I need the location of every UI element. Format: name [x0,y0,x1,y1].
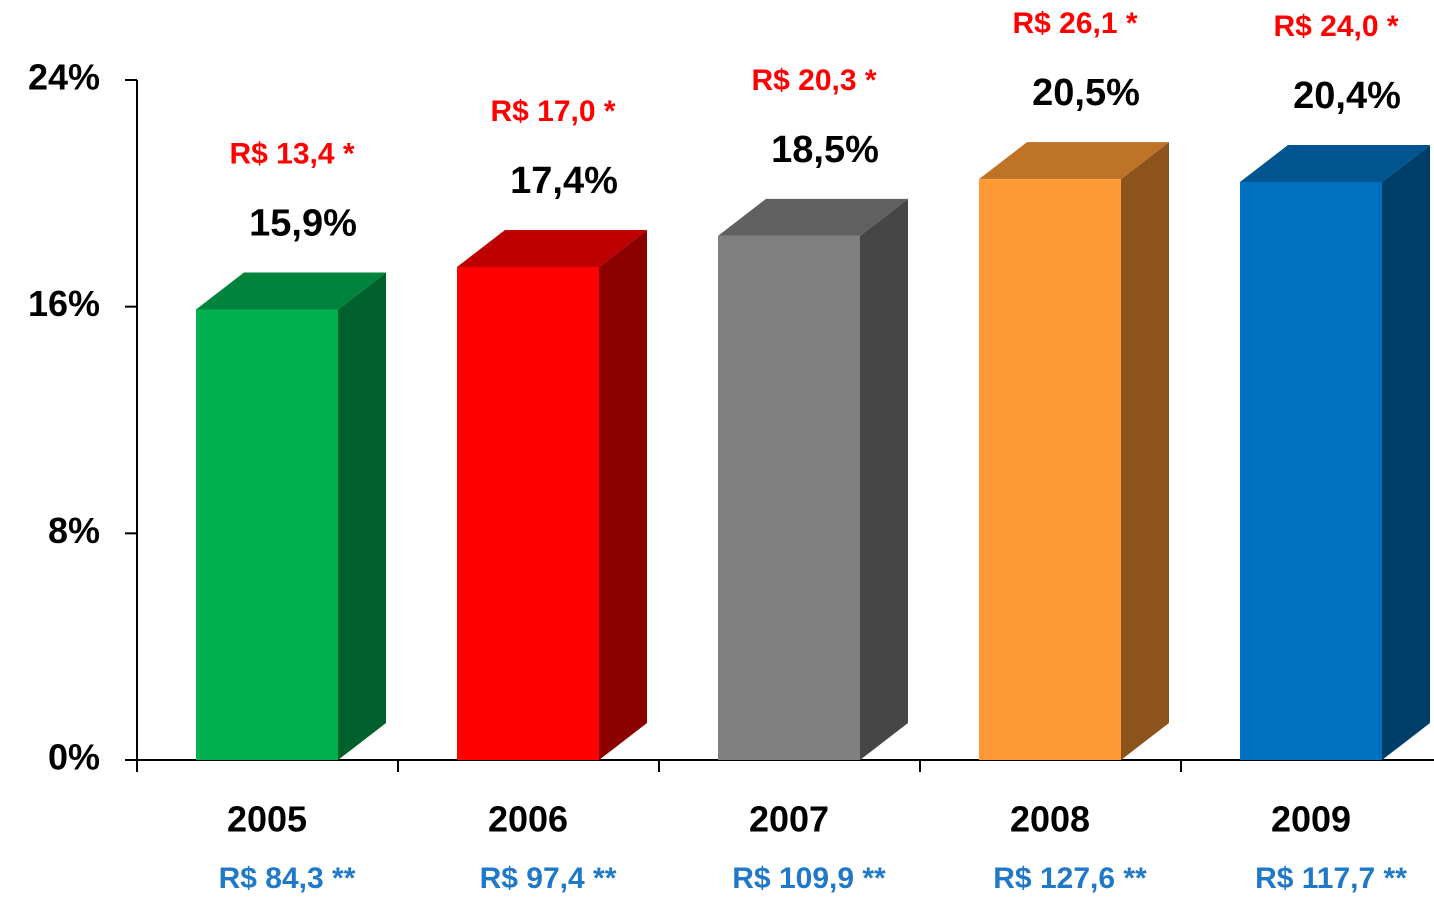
x-tick-label: 2005 [227,799,307,840]
bar-side [599,230,647,760]
top-label: R$ 20,3 * [751,64,876,97]
bar-top [1240,145,1430,182]
bar-top [457,230,647,267]
top-label: R$ 17,0 * [490,95,615,128]
y-tick-label: 24% [28,57,100,98]
value-label: 17,4% [510,160,618,202]
bar [457,267,599,760]
bar [718,235,860,761]
bottom-label: R$ 127,6 ** [993,862,1147,895]
value-label: 20,4% [1293,75,1401,117]
bar-top [196,272,386,310]
bottom-label: R$ 84,3 ** [219,862,356,895]
bottom-label: R$ 117,7 ** [1255,862,1407,895]
y-tick-label: 16% [28,283,100,324]
y-tick-label: 8% [48,510,100,551]
x-tick-label: 2006 [488,799,568,840]
bar [1240,182,1382,760]
value-label: 20,5% [1032,72,1140,114]
bar [196,309,338,760]
bar-side [860,198,908,761]
value-label: 18,5% [771,129,879,171]
x-tick-label: 2008 [1010,799,1090,840]
value-label: 15,9% [249,203,357,245]
top-label: R$ 24,0 * [1273,10,1398,43]
top-label: R$ 13,4 * [229,137,354,170]
x-tick-label: 2009 [1271,799,1351,840]
top-label: R$ 26,1 * [1012,7,1137,40]
bar [979,179,1121,760]
bar-side [1121,142,1169,760]
bar-top [979,142,1169,180]
y-tick-label: 0% [48,737,100,778]
bar-side [338,272,386,760]
x-tick-label: 2007 [749,799,829,840]
bottom-label: R$ 97,4 ** [480,862,617,895]
bar-side [1382,145,1430,760]
bottom-label: R$ 109,9 ** [732,862,886,895]
bar-top [718,198,908,236]
